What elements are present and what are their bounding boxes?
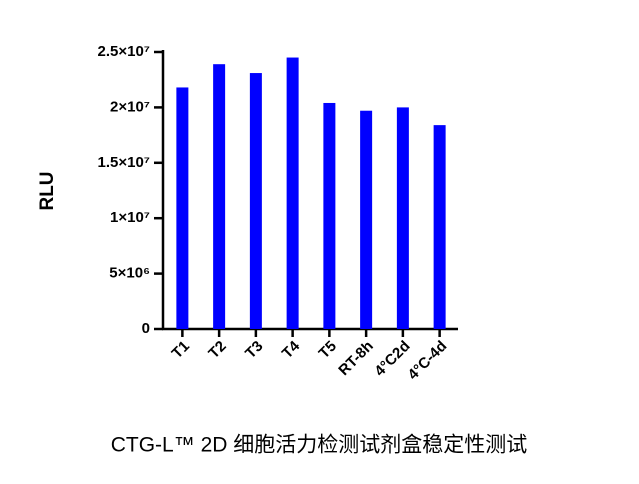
y-tick-label: 2.5×10⁷ [98, 43, 151, 60]
y-tick-label: 5×10⁶ [109, 265, 150, 282]
x-tick-label: RT-8h [335, 338, 376, 379]
bar [176, 87, 189, 330]
bar [249, 73, 262, 329]
chart-title: CTG-L™ 2D 细胞活力检测试剂盒稳定性测试 [111, 434, 528, 457]
bar [286, 57, 299, 329]
bar [323, 102, 336, 329]
y-tick-label: 1×10⁷ [110, 209, 150, 226]
bar [396, 107, 409, 330]
x-tick-label: T5 [316, 338, 340, 362]
y-tick-label: 1.5×10⁷ [98, 154, 151, 171]
y-axis-label: RLU [37, 171, 58, 210]
bar [213, 64, 226, 330]
y-tick-label: 0 [142, 320, 150, 337]
x-tick-label: T3 [242, 338, 266, 362]
bar [360, 110, 373, 329]
x-tick-label: T4 [279, 337, 304, 362]
y-tick-label: 2×10⁷ [110, 98, 150, 115]
bar [433, 125, 446, 330]
x-tick-label: T1 [169, 338, 193, 362]
x-tick-label: 4°C-4d [405, 338, 451, 384]
x-tick-label: T2 [205, 338, 229, 362]
